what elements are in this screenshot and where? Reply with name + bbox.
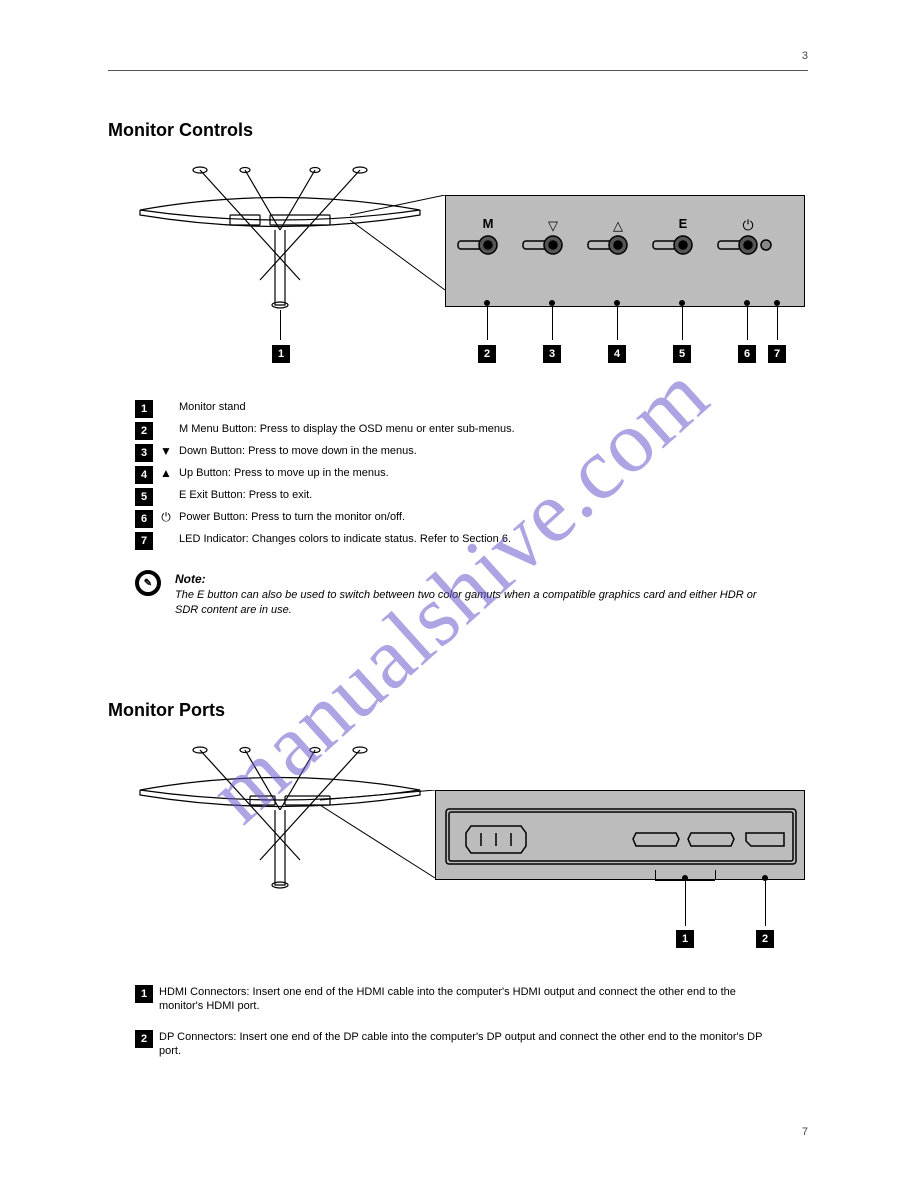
callout-line	[685, 881, 686, 926]
legend-text: LED Indicator: Changes colors to indicat…	[179, 532, 511, 546]
ports-panel	[435, 790, 805, 880]
legend-text: Monitor stand	[179, 400, 246, 414]
legend-row-6: 6 ⏻ Power Button: Press to turn the moni…	[135, 510, 405, 528]
ports-callout-2: 2	[756, 930, 774, 948]
legend-row-5: 5 E Exit Button: Press to exit.	[135, 488, 312, 506]
legend-row-4: 4 ▲ Up Button: Press to move up in the m…	[135, 466, 389, 484]
note-title: Note:	[175, 572, 206, 586]
legend-box: 2	[135, 422, 153, 440]
callout-2: 2	[478, 345, 496, 363]
legend-box: 3	[135, 444, 153, 462]
callout-7: 7	[768, 345, 786, 363]
legend-box: 4	[135, 466, 153, 484]
legend-row-7: 7 LED Indicator: Changes colors to indic…	[135, 532, 511, 550]
chapter-number: 3	[802, 50, 808, 62]
callout-line	[777, 306, 778, 340]
legend-box: 1	[135, 985, 153, 1003]
note-glyph: ✎	[139, 574, 157, 592]
callout-line	[715, 870, 716, 880]
legend-text: Down Button: Press to move down in the m…	[179, 444, 417, 458]
note-text: The E button can also be used to switch …	[175, 588, 775, 618]
legend-box: 2	[135, 1030, 153, 1048]
up-triangle-icon: ▲	[159, 466, 173, 480]
legend-box: 7	[135, 532, 153, 550]
callout-4: 4	[608, 345, 626, 363]
legend-row-3: 3 ▼ Down Button: Press to move down in t…	[135, 444, 417, 462]
down-triangle-icon: ▼	[159, 444, 173, 458]
ports-callout-1: 1	[676, 930, 694, 948]
callout-1: 1	[272, 345, 290, 363]
callout-line	[280, 310, 281, 340]
note-icon: ✎	[135, 570, 161, 596]
controls-panel: M ▽ △ E	[445, 195, 805, 307]
svg-text:▽: ▽	[548, 218, 558, 233]
legend-box: 1	[135, 400, 153, 418]
callout-line	[747, 306, 748, 340]
legend-text: HDMI Connectors: Insert one end of the H…	[159, 985, 769, 1014]
svg-text:M: M	[483, 216, 494, 231]
manual-page: 3 Monitor Controls 1	[0, 0, 918, 1188]
callout-line	[655, 870, 656, 880]
page-number: 7	[802, 1126, 808, 1138]
legend-row-2: 2 M Menu Button: Press to display the OS…	[135, 422, 515, 440]
section-title-controls: Monitor Controls	[108, 120, 253, 141]
svg-text:E: E	[679, 216, 688, 231]
legend-box: 6	[135, 510, 153, 528]
callout-line	[552, 306, 553, 340]
svg-text:⏻: ⏻	[742, 217, 753, 233]
svg-text:△: △	[613, 218, 623, 233]
legend-row-1: 1 Monitor stand	[135, 400, 246, 418]
callout-line	[682, 306, 683, 340]
legend-text: M Menu Button: Press to display the OSD …	[179, 422, 515, 436]
legend-text: Up Button: Press to move up in the menus…	[179, 466, 389, 480]
legend-box: 5	[135, 488, 153, 506]
legend-text: DP Connectors: Insert one end of the DP …	[159, 1030, 769, 1059]
ports-legend-2: 2 DP Connectors: Insert one end of the D…	[135, 1030, 775, 1059]
callout-hline	[655, 880, 715, 881]
callout-5: 5	[673, 345, 691, 363]
power-icon: ⏻	[159, 510, 173, 525]
callout-line	[487, 306, 488, 340]
callout-3: 3	[543, 345, 561, 363]
header-rule	[108, 70, 808, 71]
section-title-ports: Monitor Ports	[108, 700, 225, 721]
legend-text: E Exit Button: Press to exit.	[179, 488, 312, 502]
callout-6: 6	[738, 345, 756, 363]
callout-line	[617, 306, 618, 340]
legend-text: Power Button: Press to turn the monitor …	[179, 510, 405, 524]
callout-line	[765, 881, 766, 926]
ports-legend-1: 1 HDMI Connectors: Insert one end of the…	[135, 985, 775, 1014]
